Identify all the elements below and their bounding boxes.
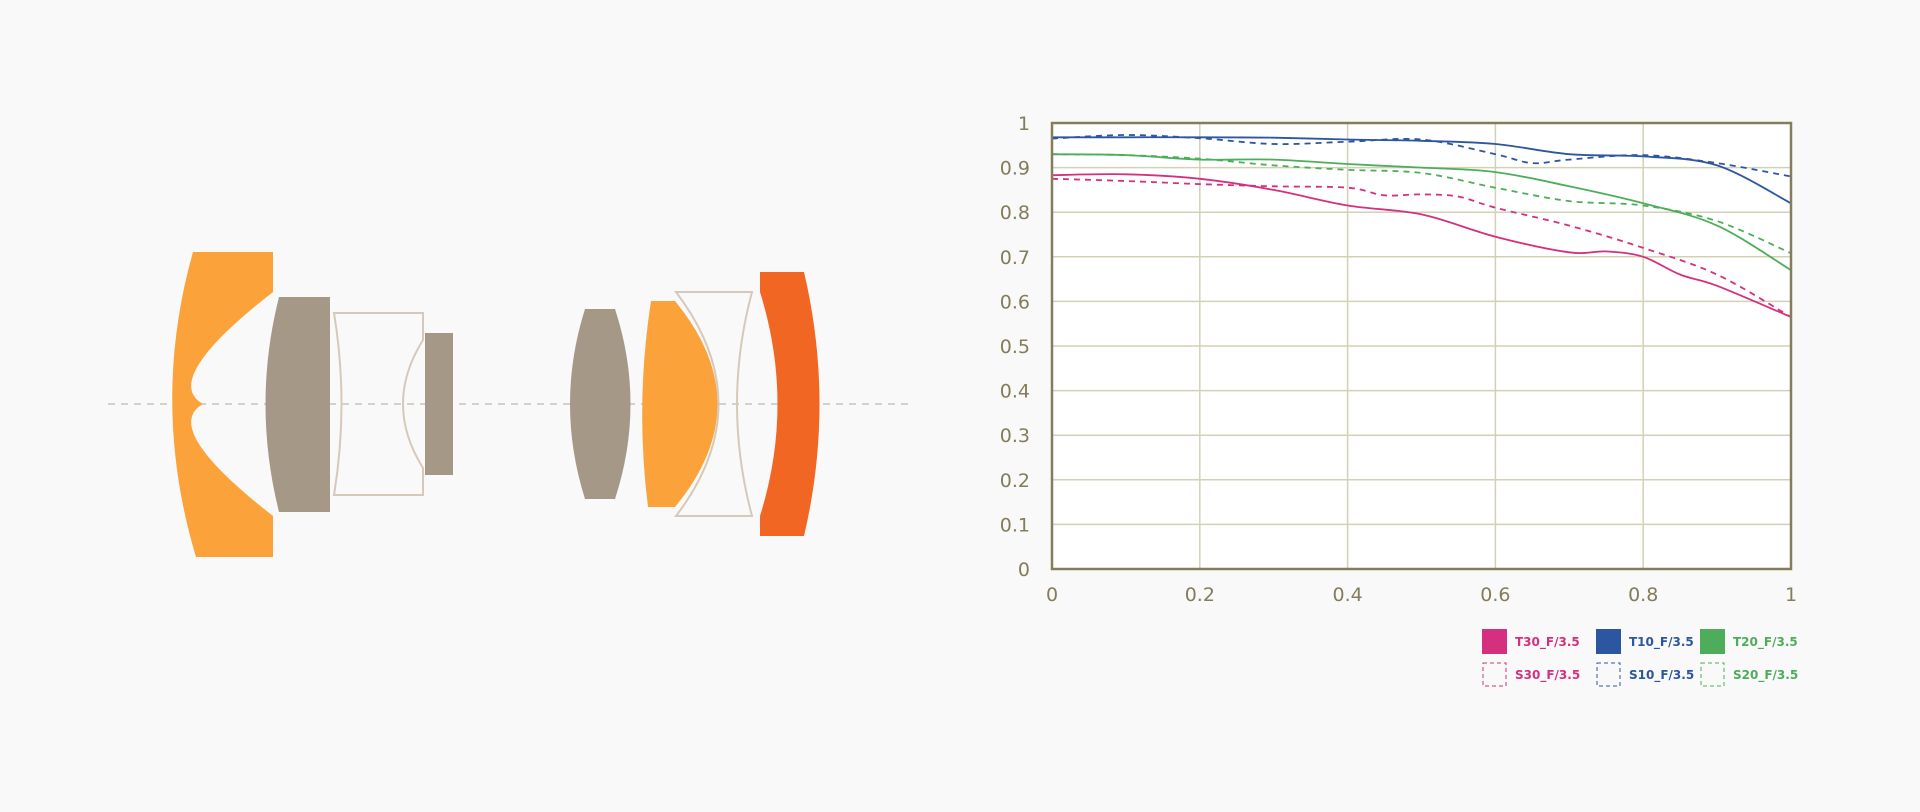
y-tick-label: 0.6 (1000, 291, 1030, 313)
legend-swatch-s30-f-3-5 (1482, 662, 1507, 687)
lens-element-6 (642, 301, 718, 507)
y-tick-label: 0.7 (1000, 247, 1030, 269)
legend-label-t20-f-3-5: T20_F/3.5 (1733, 635, 1798, 650)
series-line-s10-f-3-5 (1051, 134, 1792, 178)
y-tick-label: 0.3 (1000, 425, 1030, 447)
x-tick-label: 0.8 (1628, 584, 1658, 606)
legend-swatch-t30-f-3-5 (1482, 629, 1507, 654)
series-line-t30-f-3-5 (1051, 173, 1792, 318)
lens-element-8 (760, 272, 820, 536)
legend-swatch-s20-f-3-5 (1700, 662, 1725, 687)
series-layer (1051, 134, 1792, 318)
y-tick-label: 0.4 (1000, 381, 1030, 403)
legend-swatch-t20-f-3-5 (1700, 629, 1725, 654)
x-tick-label: 0.2 (1185, 584, 1215, 606)
lens-element-7 (673, 291, 754, 517)
y-tick-label: 0.8 (1000, 202, 1030, 224)
series-line-s30-f-3-5 (1051, 177, 1792, 318)
lens-element-4 (425, 333, 453, 475)
x-tick-label: 1 (1785, 584, 1797, 606)
series-line-t20-f-3-5 (1051, 153, 1792, 271)
legend-swatch-s10-f-3-5 (1596, 662, 1621, 687)
y-tick-label: 0.5 (1000, 336, 1030, 358)
lens-diagram (108, 252, 910, 557)
legend-swatch-t10-f-3-5 (1596, 629, 1621, 654)
lens-element-2 (265, 297, 330, 512)
y-tick-label: 0 (1018, 559, 1030, 581)
x-tick-labels: 0 0.2 0.4 0.6 0.8 1 (1046, 584, 1797, 606)
x-tick-label: 0.6 (1480, 584, 1510, 606)
y-tick-label: 0.1 (1000, 514, 1030, 536)
series-line-t10-f-3-5 (1052, 136, 1792, 205)
lens-element-3 (332, 312, 424, 496)
legend-label-s20-f-3-5: S20_F/3.5 (1733, 668, 1798, 683)
y-tick-label: 1 (1018, 113, 1030, 135)
legend-label-s30-f-3-5: S30_F/3.5 (1515, 668, 1580, 683)
lens-element-1 (172, 252, 273, 557)
x-tick-label: 0 (1046, 584, 1058, 606)
y-tick-label: 0.2 (1000, 470, 1030, 492)
y-tick-labels: 0 0.1 0.2 0.3 0.4 0.5 0.6 0.7 0.8 0.9 1 (1000, 113, 1030, 581)
legend-label-t30-f-3-5: T30_F/3.5 (1515, 635, 1580, 650)
legend: T30_F/3.5 T10_F/3.5 T20_F/3.5 S30_F/3.5 S10_… (1482, 629, 1798, 687)
plot-frame (1050, 121, 1793, 571)
series-line-s20-f-3-5 (1051, 153, 1792, 255)
legend-label-s10-f-3-5: S10_F/3.5 (1629, 668, 1694, 683)
x-tick-label: 0.4 (1332, 584, 1362, 606)
mtf-chart: 0 0.1 0.2 0.3 0.4 0.5 0.6 0.7 0.8 0.9 1 0 0.2 0.4 0.6… (1000, 113, 1798, 687)
legend-label-t10-f-3-5: T10_F/3.5 (1629, 635, 1694, 650)
y-tick-label: 0.9 (1000, 158, 1030, 180)
lens-element-5 (570, 309, 631, 499)
